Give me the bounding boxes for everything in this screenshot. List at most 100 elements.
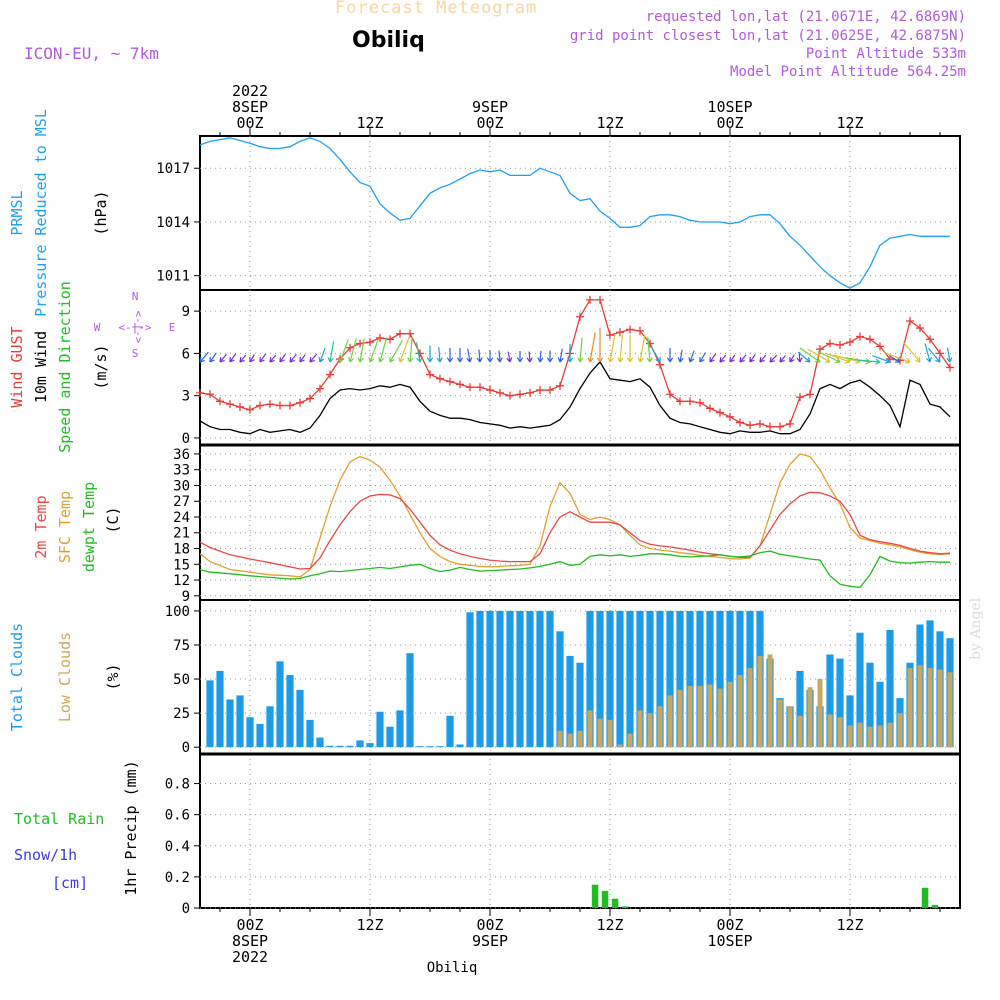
y-tick-label: 75 bbox=[173, 638, 190, 654]
wind-direction-arrow bbox=[537, 350, 544, 363]
wind-gust-marker bbox=[406, 329, 414, 338]
wind-gust-marker bbox=[596, 295, 604, 304]
total-clouds-bar bbox=[466, 612, 474, 748]
wind-gust-marker bbox=[366, 338, 374, 347]
wind-direction-arrow bbox=[309, 353, 318, 363]
axis-unit-percent: (%) bbox=[104, 663, 122, 690]
wind-direction-arrow bbox=[546, 350, 554, 363]
wind-direction-arrow bbox=[883, 352, 911, 364]
axis-title-wind-gust: Wind GUST bbox=[8, 326, 26, 407]
compass-south: S bbox=[132, 347, 139, 360]
wind-gust-marker bbox=[396, 329, 404, 338]
wind-direction-arrow bbox=[279, 353, 286, 363]
total-clouds-bar bbox=[826, 654, 834, 748]
top-time-label: 00Z bbox=[236, 114, 263, 132]
total-clouds-bar bbox=[336, 745, 344, 748]
low-clouds-bar bbox=[667, 695, 673, 748]
total-clouds-bar bbox=[616, 610, 624, 748]
compass-east: E bbox=[169, 321, 176, 334]
wind-direction-arrow bbox=[709, 353, 717, 363]
total-clouds-bar bbox=[476, 610, 484, 748]
wind-gust-marker bbox=[666, 390, 674, 399]
wind-direction-arrow bbox=[927, 347, 941, 363]
low-clouds-bar bbox=[767, 654, 773, 748]
wind-gust-marker bbox=[816, 345, 824, 354]
wind-direction-arrow bbox=[587, 332, 596, 363]
total-clouds-bar bbox=[236, 695, 244, 748]
wind-direction-arrow bbox=[646, 337, 653, 363]
wind-direction-arrow bbox=[239, 354, 247, 363]
wind-direction-arrow bbox=[209, 352, 217, 363]
total-clouds-bar bbox=[546, 610, 554, 748]
wind-direction-arrow bbox=[797, 351, 811, 363]
total-clouds-bar bbox=[656, 610, 664, 748]
wind-gust-marker bbox=[676, 397, 684, 406]
y-tick-label: 0 bbox=[182, 901, 190, 917]
total-clouds-bar bbox=[266, 706, 274, 748]
compass-west: W bbox=[94, 321, 101, 334]
y-tick-label: 36 bbox=[173, 447, 190, 463]
y-tick-label: 50 bbox=[173, 672, 190, 688]
wind-gust-marker bbox=[586, 295, 594, 304]
total-clouds-bar bbox=[206, 680, 214, 748]
wind-direction-arrow bbox=[407, 337, 414, 363]
wind-gust-marker bbox=[936, 349, 944, 358]
wind-direction-arrow bbox=[338, 339, 349, 363]
total-clouds-bar bbox=[716, 610, 724, 748]
wind-direction-arrow bbox=[902, 341, 921, 363]
wind-direction-arrow bbox=[858, 358, 881, 365]
total-clouds-bar bbox=[836, 658, 844, 748]
top-time-label: 10SEP bbox=[707, 98, 752, 116]
total-clouds-bar bbox=[686, 610, 694, 748]
wind-gust-marker bbox=[686, 397, 694, 406]
bottom-time-label: 00Z bbox=[476, 916, 503, 934]
wind-direction-arrow bbox=[924, 343, 932, 363]
wind-gust-marker bbox=[806, 390, 814, 399]
wind-gust-marker bbox=[306, 394, 314, 403]
total-clouds-bar bbox=[726, 610, 734, 748]
total-clouds-bar bbox=[576, 662, 584, 748]
wind-gust-marker bbox=[496, 388, 504, 397]
rain-bar bbox=[601, 890, 609, 908]
wind-direction-arrow bbox=[199, 351, 209, 363]
low-clouds-bar bbox=[877, 725, 883, 748]
total-clouds-bar bbox=[886, 630, 894, 748]
panel-5: 0 0.2 0.4 0.6 0.8 bbox=[165, 753, 961, 917]
wind-direction-arrow bbox=[496, 350, 503, 363]
top-time-label: 12Z bbox=[836, 114, 863, 132]
wind-gust-marker bbox=[256, 401, 264, 410]
footer-location: Obiliq bbox=[427, 960, 478, 976]
y-tick-label: 0.8 bbox=[165, 777, 190, 793]
wind-gust-marker bbox=[556, 381, 564, 390]
low-clouds-bar bbox=[617, 744, 623, 748]
wind-gust-marker bbox=[756, 419, 764, 428]
y-tick-label: 33 bbox=[173, 463, 190, 479]
low-clouds-bar bbox=[637, 710, 643, 748]
y-tick-label: 0.4 bbox=[165, 839, 190, 855]
wind-gust-marker bbox=[326, 370, 334, 379]
total-clouds-bar bbox=[296, 689, 304, 748]
bottom-time-label: 9SEP bbox=[472, 932, 508, 950]
wind-direction-arrow bbox=[506, 351, 513, 363]
total-clouds-bar bbox=[386, 726, 394, 748]
wind-gust-marker bbox=[416, 349, 424, 358]
total-clouds-bar bbox=[316, 737, 324, 748]
wind-gust-marker bbox=[246, 405, 254, 414]
total-clouds-bar bbox=[626, 610, 634, 748]
wind-gust-marker bbox=[906, 317, 914, 325]
rain-bar bbox=[931, 904, 939, 908]
wind-gust-marker bbox=[476, 383, 484, 392]
legend-snow: Snow/1h bbox=[14, 846, 77, 864]
total-clouds-bar bbox=[846, 695, 854, 748]
axis-title-precip: 1hr Precip (mm) bbox=[122, 760, 140, 895]
wind-direction-arrow bbox=[739, 354, 747, 363]
y-tick-label: 9 bbox=[182, 589, 190, 605]
wind-gust-marker bbox=[746, 421, 754, 430]
y-tick-label: 6 bbox=[182, 346, 190, 362]
total-clouds-bar bbox=[646, 610, 654, 748]
wind-direction-arrow bbox=[389, 340, 404, 363]
total-clouds-bar bbox=[456, 744, 464, 748]
wind-gust-marker bbox=[876, 342, 884, 351]
wind-gust-marker bbox=[836, 340, 844, 349]
axis-title-2m-temp: 2m Temp bbox=[32, 495, 50, 558]
